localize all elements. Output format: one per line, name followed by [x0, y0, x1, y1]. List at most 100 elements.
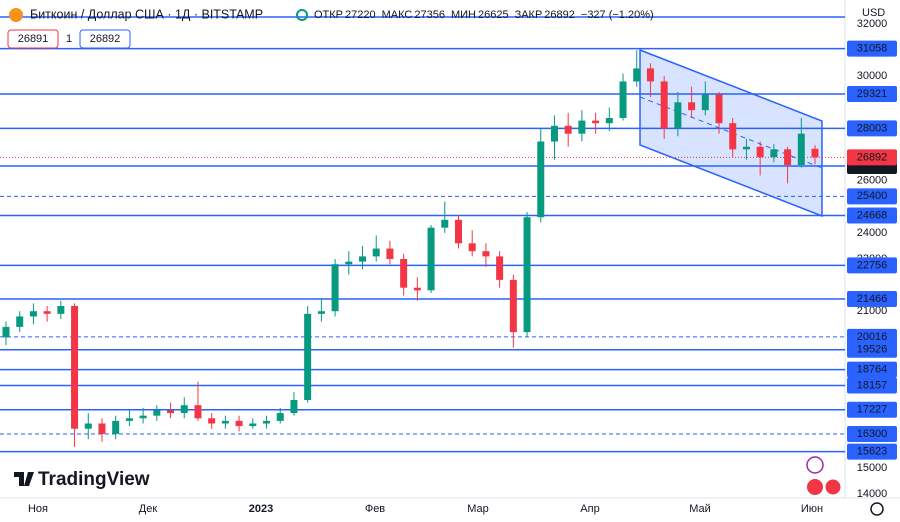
candle-body	[564, 125, 572, 134]
lightning-icon[interactable]	[806, 456, 824, 474]
currency[interactable]: USD	[862, 7, 885, 19]
status-dot	[296, 9, 308, 21]
flag-icon[interactable]	[824, 478, 842, 496]
candle-body	[619, 81, 627, 118]
level-tag	[847, 120, 897, 137]
candle-body	[660, 81, 668, 129]
candle-body	[167, 410, 175, 414]
level-label: 15623	[857, 446, 888, 458]
level-label: 22756	[857, 259, 888, 271]
y-tick-label: 21000	[857, 305, 888, 317]
x-tick-label: Апр	[580, 503, 599, 515]
last-price-label: 26892	[857, 151, 888, 163]
ohlc-label: ЗАКР	[515, 9, 543, 21]
candle-body	[729, 123, 737, 150]
level-label: 31058	[857, 43, 888, 55]
level-tag	[847, 188, 897, 205]
y-tick-label: 26000	[857, 175, 888, 187]
ohlc-value: 26625	[478, 9, 509, 21]
brand: TradingView	[38, 469, 150, 490]
ohlc-label: МИН	[451, 9, 476, 21]
level-label: 29321	[857, 88, 888, 100]
candle-body	[359, 256, 367, 262]
level-label: 25400	[857, 190, 888, 202]
candle-body	[98, 423, 106, 434]
bid-box[interactable]	[7, 29, 59, 49]
x-tick-label: Дек	[139, 503, 158, 515]
level-tag	[847, 207, 897, 224]
spread: 1	[66, 33, 72, 45]
candle-body	[263, 420, 271, 424]
x-tick-label: Фев	[365, 503, 385, 515]
candle-body	[468, 243, 476, 252]
candle-body	[194, 405, 202, 419]
candle-body	[605, 118, 613, 124]
candle-body	[139, 415, 147, 419]
level-tag	[847, 85, 897, 102]
level-tag	[847, 291, 897, 308]
candle-body	[742, 146, 750, 150]
candle-body	[304, 313, 312, 400]
candle-body	[578, 120, 586, 134]
candle-body	[221, 420, 229, 424]
candle-body	[29, 311, 37, 317]
candle-body	[413, 287, 421, 291]
level-label: 16300	[857, 428, 888, 440]
ohlc-label: ОТКР	[314, 9, 343, 21]
candle-body	[441, 219, 449, 228]
candle-body	[43, 311, 51, 314]
candle-body	[701, 94, 709, 111]
x-tick-label: Май	[689, 503, 711, 515]
candle-body	[125, 418, 133, 421]
bid: 26891	[18, 33, 49, 45]
candle-body	[633, 68, 641, 82]
y-tick-label: 14000	[857, 488, 888, 500]
level-label: 21466	[857, 293, 888, 305]
candle-body	[550, 125, 558, 142]
ohlc-value: 26892	[544, 9, 575, 21]
candle-body	[331, 264, 339, 312]
candle-body	[235, 420, 243, 427]
x-tick-label: Июн	[801, 503, 823, 515]
candle-body	[537, 141, 545, 218]
candle-body	[482, 251, 490, 257]
y-tick-label: 24000	[857, 227, 888, 239]
logo-mark	[14, 472, 34, 486]
candle-body	[427, 227, 435, 291]
candle-body	[592, 120, 600, 124]
level-tag	[847, 328, 897, 345]
candle-body	[454, 219, 462, 244]
level-tag	[847, 341, 897, 358]
symbol-title: Биткоин / Доллар США · 1Д · BITSTAMP	[30, 7, 263, 21]
candle-body	[756, 146, 764, 158]
ask: 26892	[90, 33, 121, 45]
candle-body	[770, 149, 778, 158]
candle-body	[372, 248, 380, 257]
ask-box[interactable]	[79, 29, 131, 49]
x-tick-label: 2023	[249, 503, 273, 515]
coin-icon	[9, 8, 23, 22]
candle-body	[249, 423, 257, 427]
candle-body	[386, 248, 394, 259]
candle-body	[290, 400, 298, 414]
candle-body	[71, 306, 79, 429]
candle-body	[276, 413, 284, 421]
candle-body	[180, 405, 188, 414]
candle-body	[523, 217, 531, 333]
level-label: 18764	[857, 364, 888, 376]
candle-body	[674, 102, 682, 129]
level-tag	[847, 257, 897, 274]
y-tick-label: 32000	[857, 18, 888, 30]
settings-icon[interactable]	[870, 502, 884, 516]
candle-body	[16, 316, 24, 327]
candle-body	[715, 94, 723, 124]
candle-body	[784, 149, 792, 165]
level-tag	[847, 377, 897, 394]
level-label: 24668	[857, 209, 888, 221]
candle-body	[57, 306, 65, 314]
candle-body	[400, 259, 408, 288]
candle-body	[112, 420, 120, 434]
flag-icon[interactable]	[807, 479, 823, 495]
